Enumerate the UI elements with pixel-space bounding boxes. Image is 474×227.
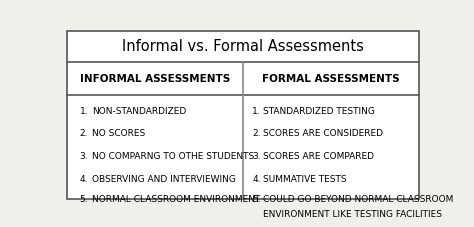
Text: INFORMAL ASSESSMENTS: INFORMAL ASSESSMENTS <box>80 74 230 84</box>
Text: COULD GO BEYOND NORMAL CLASSROOM
ENVIRONMENT LIKE TESTING FACILITIES: COULD GO BEYOND NORMAL CLASSROOM ENVIRON… <box>263 195 454 219</box>
Text: 5.: 5. <box>80 195 88 204</box>
Text: SCORES ARE CONSIDERED: SCORES ARE CONSIDERED <box>263 129 383 138</box>
Text: NO SCORES: NO SCORES <box>92 129 146 138</box>
Text: 4.: 4. <box>80 175 88 184</box>
Text: 4.: 4. <box>252 175 261 184</box>
Text: Informal vs. Formal Assessments: Informal vs. Formal Assessments <box>122 39 364 54</box>
Text: 3.: 3. <box>80 152 88 161</box>
Text: 5.: 5. <box>252 195 261 204</box>
Text: 2.: 2. <box>252 129 261 138</box>
Text: 1.: 1. <box>80 107 88 116</box>
Text: 1.: 1. <box>252 107 261 116</box>
Text: SCORES ARE COMPARED: SCORES ARE COMPARED <box>263 152 374 161</box>
Text: OBSERVING AND INTERVIEWING: OBSERVING AND INTERVIEWING <box>92 175 236 184</box>
Text: 2.: 2. <box>80 129 88 138</box>
Text: NORMAL CLASSROOM ENVIRONMENT: NORMAL CLASSROOM ENVIRONMENT <box>92 195 261 204</box>
Text: SUMMATIVE TESTS: SUMMATIVE TESTS <box>263 175 347 184</box>
Text: 3.: 3. <box>252 152 261 161</box>
Text: NO COMPARNG TO OTHE STUDENTS: NO COMPARNG TO OTHE STUDENTS <box>92 152 255 161</box>
Text: STANDARDIZED TESTING: STANDARDIZED TESTING <box>263 107 375 116</box>
Text: FORMAL ASSESSMENTS: FORMAL ASSESSMENTS <box>262 74 400 84</box>
Text: NON-STANDARDIZED: NON-STANDARDIZED <box>92 107 187 116</box>
